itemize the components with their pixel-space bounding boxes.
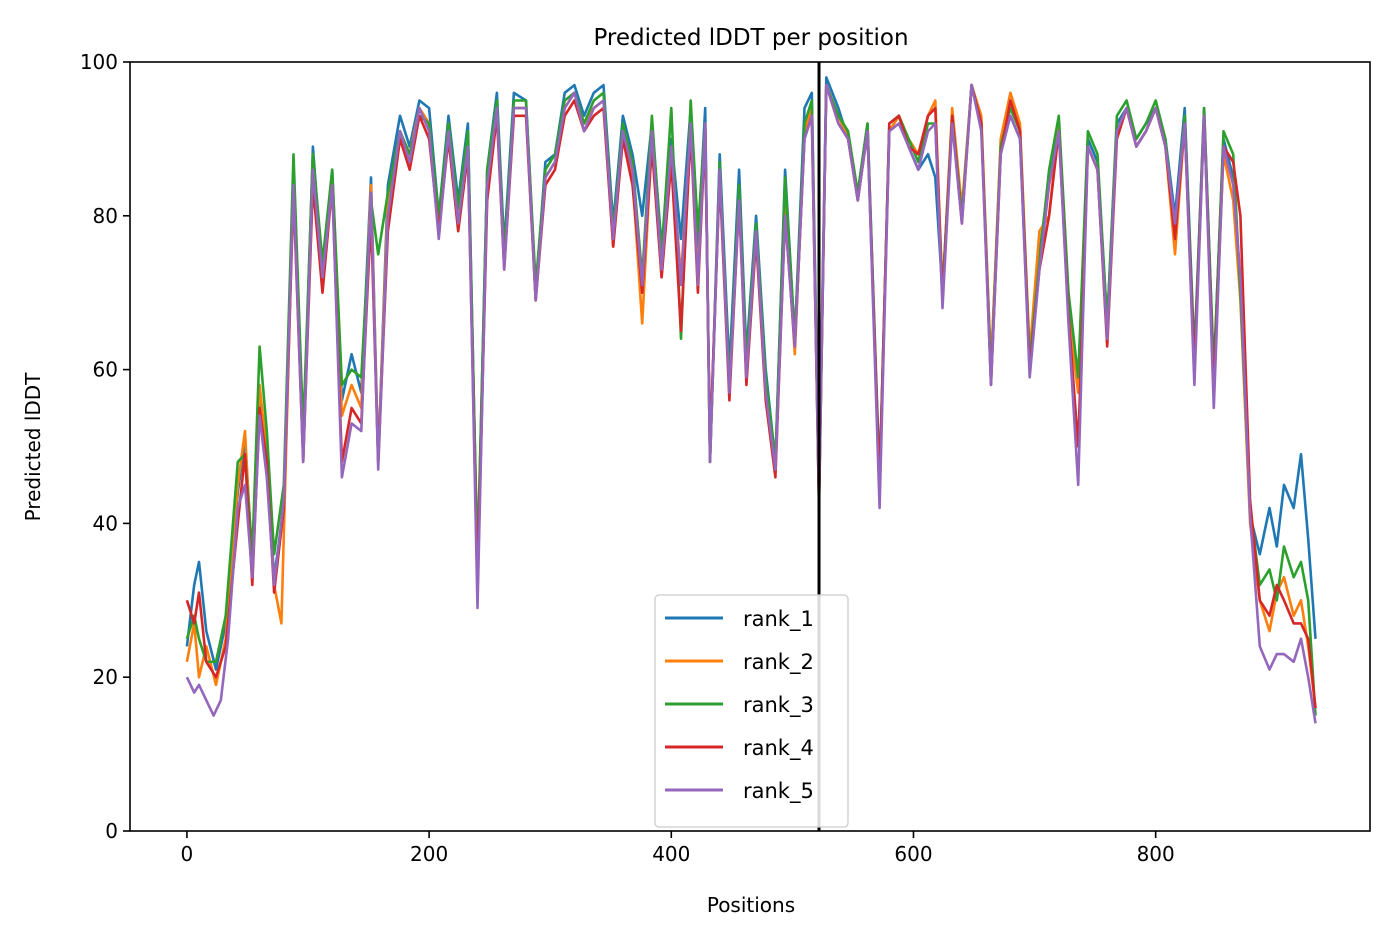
plot-frame [129,61,1371,832]
legend-label: rank_5 [743,779,814,804]
x-tick-label: 600 [894,842,932,866]
x-tick-label: 400 [652,842,690,866]
legend-box [654,594,849,828]
x-tick-label: 800 [1137,842,1175,866]
y-tick-label: 60 [93,358,118,382]
legend-label: rank_1 [743,607,814,632]
x-axis-label: Positions [707,893,795,917]
y-axis-label: Predicted lDDT [21,372,45,522]
legend: rank_1 rank_2 rank_3 rank_4 rank_5 [654,594,849,828]
y-tick-label: 80 [93,204,118,228]
x-tick-label: 0 [181,842,194,866]
y-axis: 0 20 40 60 80 100 [80,50,130,843]
series-line-rank_5 [185,83,1317,724]
legend-label: rank_4 [743,736,814,761]
y-tick-label: 40 [93,511,118,535]
x-axis: 0 200 400 600 800 [181,831,1175,866]
legend-label: rank_2 [743,650,814,675]
y-tick-label: 100 [80,50,118,74]
x-tick-label: 200 [410,842,448,866]
legend-label: rank_3 [743,693,814,718]
y-tick-label: 20 [93,665,118,689]
series-layer [185,76,1317,724]
y-tick-label: 0 [105,819,118,843]
chart-title: Predicted lDDT per position [593,25,908,51]
